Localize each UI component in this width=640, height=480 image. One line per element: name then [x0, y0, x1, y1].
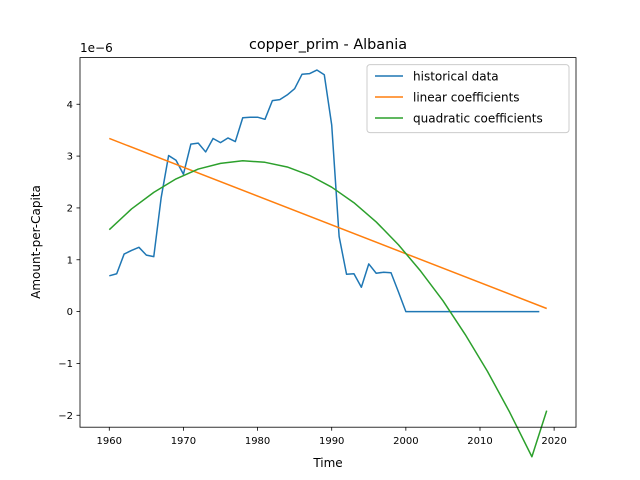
y-tick-label: 1: [67, 255, 73, 266]
x-tick-label: 2010: [467, 436, 492, 447]
y-tick-label: 3: [67, 152, 73, 163]
y-tick-label: −1: [58, 359, 73, 370]
legend-label-linear: linear coefficients: [413, 91, 520, 105]
legend-label-historical: historical data: [413, 70, 499, 84]
x-axis-label: Time: [312, 456, 342, 470]
series-line-quadratic: [108, 160, 548, 458]
x-tick-label: 1990: [319, 436, 344, 447]
axes-frame: [79, 57, 577, 428]
x-tick-label: 2020: [541, 436, 566, 447]
x-tick-label: 1960: [97, 436, 122, 447]
x-tick-label: 2000: [393, 436, 418, 447]
x-axis-ticks: 1960 1970 1980 1990 2000 2010 2020: [97, 427, 567, 447]
y-tick-label: 2: [67, 204, 73, 215]
legend-label-quadratic: quadratic coefficients: [413, 112, 543, 126]
legend: historical data linear coefficients quad…: [366, 64, 570, 134]
chart-title: copper_prim - Albania: [249, 37, 407, 53]
y-axis-ticks: −2 −1 0 1 2 3 4: [58, 100, 80, 422]
series-line-linear: [109, 137, 547, 310]
series-lines: [108, 69, 548, 458]
x-tick-label: 1970: [171, 436, 196, 447]
y-axis-label: Amount-per-Capita: [29, 185, 43, 299]
y-tick-label: 0: [67, 307, 73, 318]
x-tick-label: 1980: [245, 436, 270, 447]
legend-box: [366, 64, 570, 134]
y-axis-scale-label: 1e−6: [80, 41, 113, 55]
y-tick-label: −2: [58, 411, 73, 422]
y-tick-label: 4: [67, 100, 73, 111]
series-line-historical: [109, 69, 540, 313]
